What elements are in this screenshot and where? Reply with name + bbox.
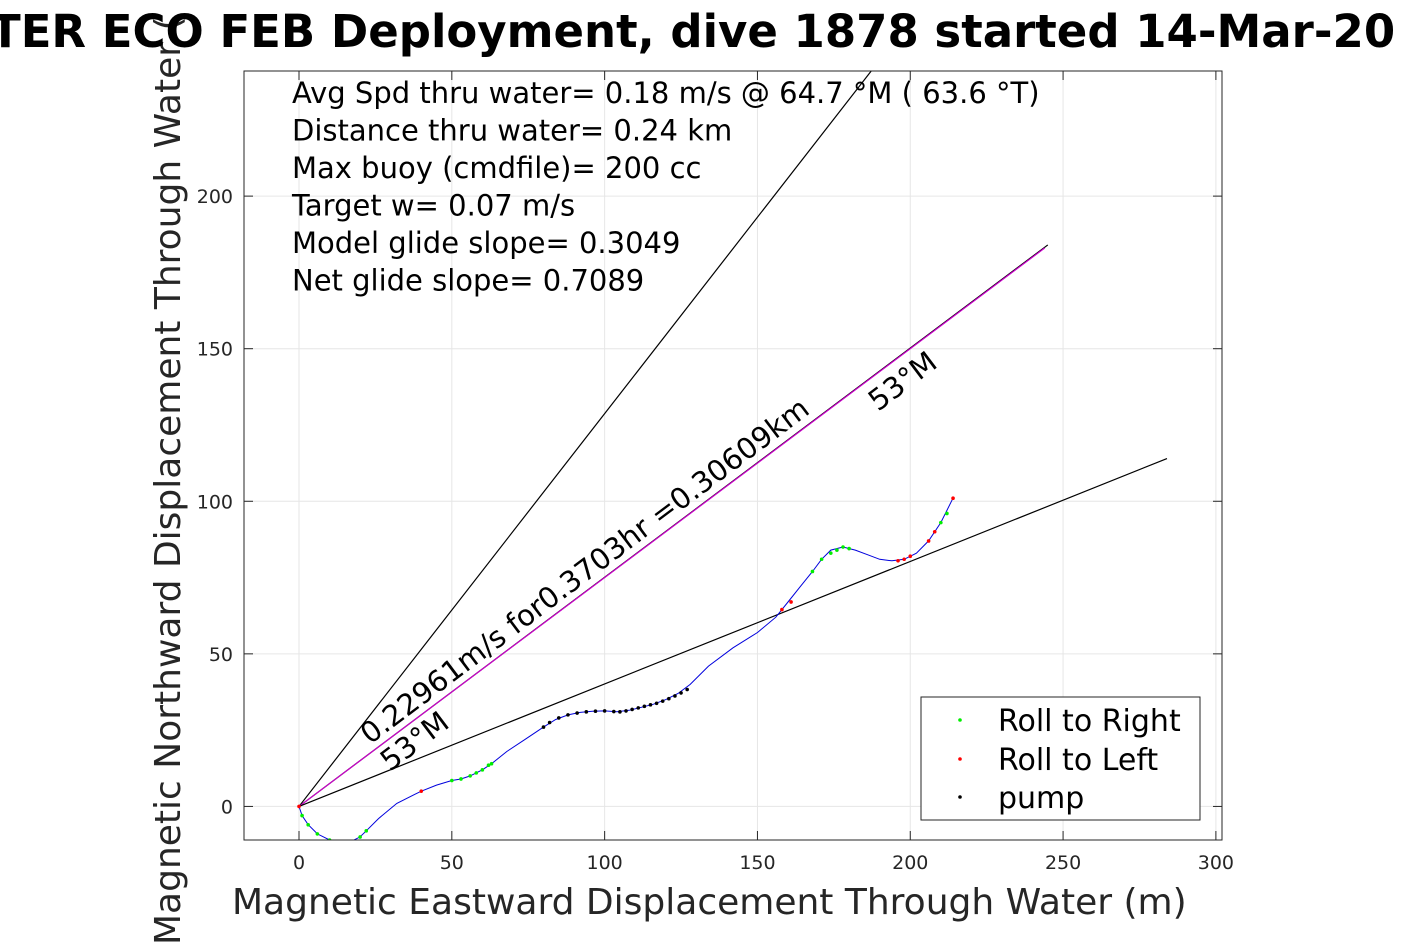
roll-right-point	[835, 548, 839, 552]
pump-point	[673, 694, 677, 698]
pump-point	[547, 720, 552, 725]
pump-point	[648, 703, 653, 707]
pump-point	[566, 713, 570, 717]
y-tick-label: 0	[221, 796, 233, 818]
plot-frame	[243, 70, 1223, 841]
y-axis-label: Magnetic Northward Displacement Through …	[148, 16, 189, 945]
roll-right-point	[489, 761, 494, 766]
pump-point	[685, 687, 689, 692]
markers	[297, 496, 955, 840]
roll-left-point	[297, 804, 301, 809]
pump-point	[541, 725, 546, 729]
pump-point	[602, 709, 607, 713]
roll-right-point	[459, 777, 463, 781]
reference-lines	[298, 71, 1168, 807]
roll-right-point	[486, 763, 491, 768]
roll-left-point	[908, 554, 913, 559]
roll-left-point	[419, 789, 424, 793]
y-tick-label: 50	[209, 644, 233, 666]
annotation-line: Target w= 0.07 m/s	[291, 189, 575, 223]
roll-right-point	[819, 557, 824, 562]
legend-marker-roll-left	[958, 757, 962, 761]
roll-left-point	[789, 600, 793, 604]
roll-left-point	[780, 607, 784, 612]
roll-right-point	[450, 778, 454, 783]
roll-right-point	[810, 569, 815, 574]
x-tick-label: 150	[739, 852, 775, 874]
roll-right-point	[829, 551, 833, 555]
legend-box	[920, 696, 1201, 821]
y-tick-label: 150	[197, 339, 233, 361]
roll-right-point	[315, 832, 320, 836]
roll-right-point	[847, 546, 851, 551]
legend-label-roll-left: Roll to Left	[998, 743, 1158, 778]
roll-left-point	[902, 557, 906, 562]
x-tick-label: 250	[1045, 852, 1081, 874]
pump-point	[624, 709, 628, 713]
annotation-block: Avg Spd thru water= 0.18 m/s @ 64.7 °M (…	[291, 76, 1040, 298]
pump-point	[679, 691, 683, 695]
pump-point	[630, 707, 634, 712]
reference-line	[298, 71, 872, 807]
x-tick-label: 200	[892, 852, 928, 874]
roll-right-point	[474, 771, 479, 775]
x-axis-label: Magnetic Eastward Displacement Through W…	[232, 882, 1187, 923]
legend-marker-pump	[958, 795, 962, 799]
roll-left-point	[932, 529, 937, 534]
legend-label-pump: pump	[998, 781, 1084, 816]
annotation-line: Avg Spd thru water= 0.18 m/s @ 64.7 °M (…	[292, 76, 1040, 110]
roll-right-point	[300, 813, 304, 818]
x-tick-label: 100	[587, 852, 623, 874]
roll-right-point	[468, 774, 472, 778]
roll-right-point	[480, 768, 485, 772]
legend-label-roll-right: Roll to Right	[998, 704, 1181, 739]
ticks: 0 50 100 150 200 250 300 0 50 100 150 200	[197, 71, 1234, 874]
pump-point	[642, 704, 647, 709]
y-tick-label: 100	[197, 491, 233, 513]
roll-left-point	[951, 496, 955, 501]
chart-title: TER ECO FEB Deployment, dive 1878 starte…	[0, 5, 1395, 58]
reference-line	[298, 247, 1046, 807]
x-tick-label: 50	[440, 852, 464, 874]
x-tick-label: 0	[293, 852, 305, 874]
legend: Roll to Right Roll to Left pump	[920, 696, 1201, 821]
annotation-line: Distance thru water= 0.24 km	[292, 114, 732, 148]
annotation-line: Max buoy (cmdfile)= 200 cc	[292, 151, 701, 185]
pump-point	[593, 709, 598, 714]
roll-right-point	[939, 520, 943, 525]
annotation-line: Net glide slope= 0.7089	[292, 264, 644, 298]
pump-point	[575, 711, 579, 715]
roll-right-point	[945, 511, 949, 516]
pump-point	[612, 709, 616, 714]
roll-right-point	[841, 545, 845, 549]
x-tick-label: 300	[1198, 852, 1234, 874]
reference-line	[298, 457, 1168, 807]
roll-right-point	[364, 829, 369, 833]
roll-right-point	[358, 835, 362, 839]
pump-point	[584, 710, 589, 714]
roll-left-point	[926, 539, 931, 543]
roll-right-point	[306, 822, 310, 827]
pump-point	[618, 710, 622, 714]
pump-point	[660, 699, 665, 703]
y-tick-label: 200	[197, 186, 233, 208]
pump-point	[556, 716, 561, 720]
roll-left-point	[896, 558, 900, 563]
legend-marker-roll-right	[958, 718, 962, 722]
pump-point	[667, 696, 671, 701]
pump-point	[636, 706, 641, 710]
pump-point	[654, 701, 659, 706]
annotation-line: Model glide slope= 0.3049	[292, 226, 680, 260]
